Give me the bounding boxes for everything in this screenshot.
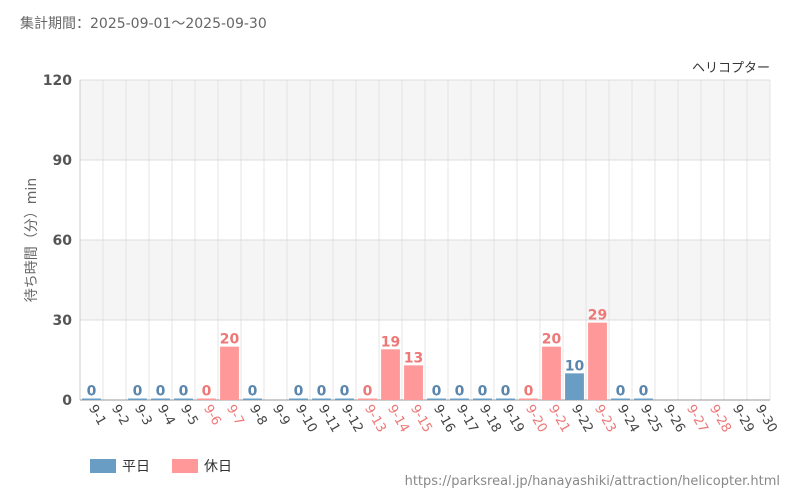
x-tick-label-9-28: 9-28 <box>706 402 734 435</box>
legend-label-weekday: 平日 <box>122 459 150 475</box>
data-label-9-4: 0 <box>156 384 166 400</box>
bar-9-10 <box>289 398 308 400</box>
x-tick-label-9-3: 9-3 <box>131 402 155 428</box>
bar-9-6 <box>197 398 216 400</box>
data-label-9-19: 0 <box>501 384 511 400</box>
x-tick-label-9-24: 9-24 <box>614 402 642 435</box>
bar-9-25 <box>634 398 653 400</box>
x-tick-label-9-17: 9-17 <box>453 402 481 435</box>
data-label-9-20: 0 <box>524 384 534 400</box>
bar-9-11 <box>312 398 331 400</box>
data-label-9-25: 0 <box>639 384 649 400</box>
data-label-9-5: 0 <box>179 384 189 400</box>
y-tick-label: 90 <box>53 153 73 169</box>
x-tick-label-9-7: 9-7 <box>223 402 247 428</box>
bar-9-24 <box>611 398 630 400</box>
source-url[interactable]: https://parksreal.jp/hanayashiki/attract… <box>404 474 780 489</box>
bar-9-7 <box>220 346 239 400</box>
y-tick-label: 30 <box>53 313 73 329</box>
data-label-9-6: 0 <box>202 384 212 400</box>
x-tick-label-9-4: 9-4 <box>154 402 178 428</box>
x-tick-label-9-15: 9-15 <box>407 402 435 435</box>
x-tick-label-9-23: 9-23 <box>591 402 619 435</box>
data-label-9-10: 0 <box>294 384 304 400</box>
bar-9-3 <box>128 398 147 400</box>
legend-item-weekday[interactable]: 平日 <box>90 456 150 476</box>
data-label-9-7: 20 <box>220 332 240 348</box>
data-label-9-21: 20 <box>542 332 562 348</box>
x-tick-label-9-1: 9-1 <box>85 402 109 428</box>
bar-9-8 <box>243 398 262 400</box>
x-tick-label-9-26: 9-26 <box>660 402 688 435</box>
bar-9-22 <box>565 373 584 400</box>
x-tick-label-9-9: 9-9 <box>269 402 293 428</box>
data-label-9-15: 13 <box>404 350 423 366</box>
data-label-9-3: 0 <box>133 384 143 400</box>
x-tick-label-9-19: 9-19 <box>499 402 527 435</box>
bar-9-19 <box>496 398 515 400</box>
x-tick-label-9-5: 9-5 <box>177 402 201 428</box>
data-label-9-13: 0 <box>363 384 373 400</box>
data-label-9-24: 0 <box>616 384 626 400</box>
x-tick-label-9-25: 9-25 <box>637 402 665 435</box>
x-tick-label-9-6: 9-6 <box>200 402 224 428</box>
bar-9-18 <box>473 398 492 400</box>
x-tick-label-9-16: 9-16 <box>430 402 458 435</box>
bar-9-21 <box>542 346 561 400</box>
x-tick-label-9-27: 9-27 <box>683 402 711 435</box>
legend-label-holiday: 休日 <box>204 459 232 475</box>
x-tick-label-9-8: 9-8 <box>246 402 270 428</box>
x-tick-label-9-10: 9-10 <box>292 402 320 435</box>
bar-9-16 <box>427 398 446 400</box>
x-tick-label-9-30: 9-30 <box>752 402 780 435</box>
bar-9-15 <box>404 365 423 400</box>
data-label-9-11: 0 <box>317 384 327 400</box>
data-label-9-18: 0 <box>478 384 488 400</box>
y-tick-label: 0 <box>62 393 72 409</box>
x-tick-label-9-13: 9-13 <box>361 402 389 435</box>
bar-9-12 <box>335 398 354 400</box>
bar-9-1 <box>82 398 101 400</box>
y-tick-label: 60 <box>53 233 73 249</box>
x-tick-label-9-21: 9-21 <box>545 402 573 435</box>
x-tick-label-9-20: 9-20 <box>522 402 550 435</box>
legend-swatch-holiday <box>172 459 198 473</box>
bar-9-23 <box>588 322 607 400</box>
data-label-9-8: 0 <box>248 384 258 400</box>
bar-9-5 <box>174 398 193 400</box>
period-label: 集計期間：2025-09-01～2025-09-30 <box>20 16 267 32</box>
legend: 平日 休日 <box>90 456 232 476</box>
data-label-9-16: 0 <box>432 384 442 400</box>
data-label-9-23: 29 <box>588 308 607 324</box>
x-tick-label-9-14: 9-14 <box>384 402 412 435</box>
chart-title: ヘリコプター <box>692 61 770 76</box>
x-tick-label-9-18: 9-18 <box>476 402 504 435</box>
data-label-9-14: 19 <box>381 334 400 350</box>
x-tick-label-9-12: 9-12 <box>338 402 366 435</box>
y-axis-title: 待ち時間（分）min <box>24 178 40 302</box>
legend-swatch-weekday <box>90 459 116 473</box>
legend-item-holiday[interactable]: 休日 <box>172 456 232 476</box>
bar-9-14 <box>381 349 400 400</box>
bar-9-4 <box>151 398 170 400</box>
data-label-9-1: 0 <box>87 384 97 400</box>
x-tick-label-9-11: 9-11 <box>315 402 343 435</box>
x-tick-label-9-29: 9-29 <box>729 402 757 435</box>
bar-9-20 <box>519 398 538 400</box>
x-tick-label-9-22: 9-22 <box>568 402 596 435</box>
y-tick-label: 120 <box>43 73 72 89</box>
data-label-9-12: 0 <box>340 384 350 400</box>
data-label-9-17: 0 <box>455 384 465 400</box>
x-tick-label-9-2: 9-2 <box>108 402 132 428</box>
bar-9-17 <box>450 398 469 400</box>
data-label-9-22: 10 <box>565 358 585 374</box>
bar-9-13 <box>358 398 377 400</box>
